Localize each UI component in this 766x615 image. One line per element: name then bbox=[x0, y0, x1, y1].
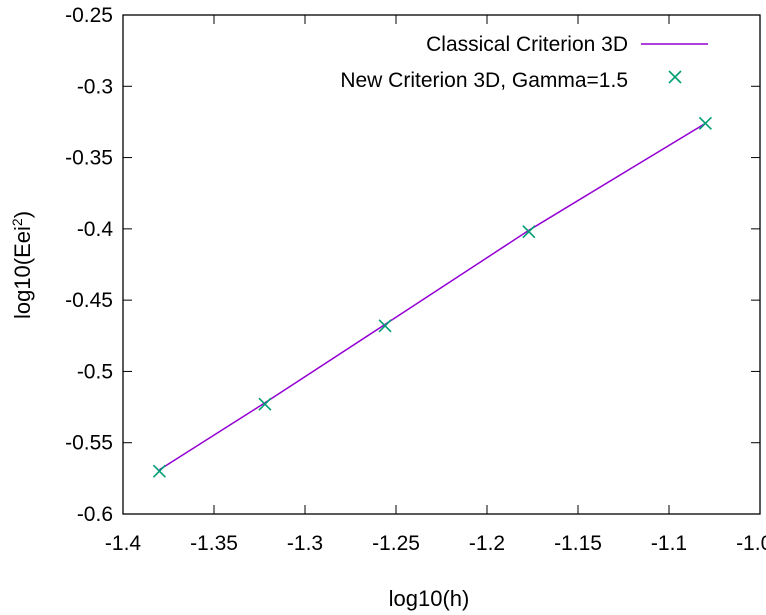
y-axis-label: log10(Eei2) bbox=[9, 211, 35, 319]
y-tick-labels: -0.6 -0.55 -0.5 -0.45 -0.4 -0.35 -0.3 -0.25 bbox=[65, 4, 113, 526]
x-tick-labels: -1.4 -1.35 -1.3 -1.25 -1.2 -1.15 -1.1 -1.05 bbox=[105, 532, 766, 555]
data-point-new bbox=[378, 319, 392, 333]
legend-x-marker bbox=[668, 70, 682, 84]
x-tick-label: -1.15 bbox=[554, 532, 602, 555]
y-tick-label: -0.5 bbox=[77, 360, 113, 383]
legend-marker-new bbox=[668, 70, 682, 84]
y-tick-label: -0.3 bbox=[77, 75, 113, 98]
x-tick-label: -1.1 bbox=[651, 532, 687, 555]
y-tick-label: -0.25 bbox=[65, 4, 113, 27]
x-tick-label: -1.35 bbox=[190, 532, 238, 555]
y-tick-label: -0.55 bbox=[65, 432, 113, 455]
data-point-new bbox=[698, 116, 712, 130]
y-tick-label: -0.6 bbox=[77, 503, 113, 526]
legend: Classical Criterion 3D New Criterion 3D,… bbox=[340, 33, 708, 92]
x-tick-label: -1.25 bbox=[372, 532, 420, 555]
x-tick-label: -1.05 bbox=[736, 532, 766, 555]
plot-frame bbox=[122, 14, 761, 515]
data-point-new bbox=[522, 225, 536, 239]
series-line-classical bbox=[158, 122, 706, 471]
data-point-new bbox=[258, 397, 272, 411]
data-point-new bbox=[152, 464, 166, 478]
y-tick-label: -0.45 bbox=[65, 289, 113, 312]
x-tick-label: -1.3 bbox=[287, 532, 323, 555]
y-tick-label: -0.4 bbox=[77, 218, 114, 241]
x-tick-label: -1.2 bbox=[469, 532, 505, 555]
x-tick-label: -1.4 bbox=[105, 532, 142, 555]
legend-label-classical: Classical Criterion 3D bbox=[426, 33, 628, 56]
legend-label-new: New Criterion 3D, Gamma=1.5 bbox=[340, 69, 628, 92]
series-layer bbox=[152, 116, 712, 478]
x-axis-label: log10(h) bbox=[389, 586, 470, 611]
y-tick-label: -0.35 bbox=[65, 147, 113, 170]
